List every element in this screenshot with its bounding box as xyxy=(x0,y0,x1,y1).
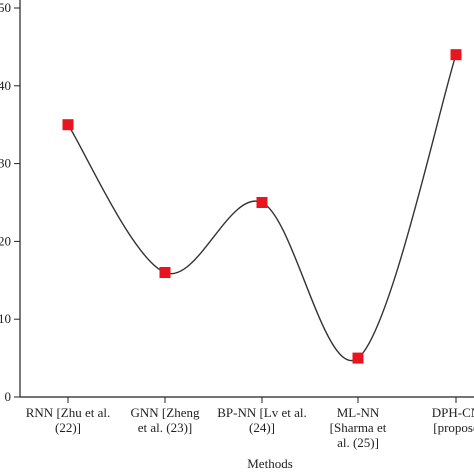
y-tick-label: 10 xyxy=(0,311,11,326)
x-tick-label-line: GNN [Zheng xyxy=(131,405,200,420)
x-tick-label-line: (22)] xyxy=(55,420,81,435)
y-tick-label: 0 xyxy=(5,389,12,404)
x-tick-label-line: BP-NN [Lv et al. xyxy=(217,405,307,420)
marker xyxy=(159,267,171,279)
marker xyxy=(256,197,268,208)
x-tick-label: BP-NN [Lv et al. (24)] xyxy=(217,405,307,435)
x-tick-label-line: (24)] xyxy=(249,420,275,435)
marker xyxy=(62,119,74,131)
series-line xyxy=(67,54,457,362)
x-tick-label-line: [Sharma et xyxy=(330,420,387,435)
marker xyxy=(450,49,462,61)
x-tick-label: GNN [Zheng et al. (23)] xyxy=(131,405,200,435)
y-tick-label: 20 xyxy=(0,233,11,248)
y-tick-label: 50 xyxy=(0,0,11,15)
x-tick-label-line: ML-NN xyxy=(337,405,380,420)
x-tick-label-line: et al. (23)] xyxy=(138,420,193,435)
marker xyxy=(352,352,364,364)
x-tick-label-line: [propose xyxy=(433,420,474,435)
x-axis-label: Methods xyxy=(247,456,293,471)
y-tick-label: 40 xyxy=(0,78,11,93)
x-tick-label-line: RNN [Zhu et al. xyxy=(26,405,110,420)
x-tick-label-line: DPH-CN xyxy=(432,405,474,420)
x-tick-label: DPH-CN[propose xyxy=(432,405,474,435)
x-tick-label-line: al. (25)] xyxy=(337,435,379,450)
y-tick-label: 30 xyxy=(0,156,11,171)
x-tick-label: RNN [Zhu et al. (22)] xyxy=(26,405,110,435)
x-tick-label: ML-NN [Sharma et al. (25)] xyxy=(330,405,387,450)
